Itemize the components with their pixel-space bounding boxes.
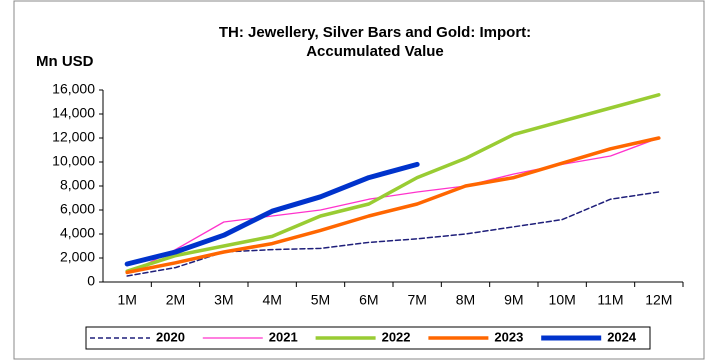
- chart-title: TH: Jewellery, Silver Bars and Gold: Imp…: [219, 24, 531, 41]
- y-axis-label: Mn USD: [36, 53, 94, 70]
- y-tick-label: 0: [87, 273, 95, 289]
- x-tick-label: 12M: [645, 292, 672, 308]
- x-tick-label: 5M: [311, 292, 330, 308]
- y-tick-label: 12,000: [52, 129, 95, 145]
- legend-text: 2020: [156, 329, 185, 344]
- x-tick-label: 11M: [597, 292, 623, 308]
- y-tick-label: 16,000: [52, 81, 95, 97]
- y-tick-label: 8,000: [60, 177, 95, 193]
- series-line: [125, 136, 661, 275]
- y-tick-label: 10,000: [52, 153, 95, 169]
- chart-title: Accumulated Value: [306, 43, 444, 60]
- legend-text: 2022: [382, 329, 411, 344]
- x-tick-label: 8M: [456, 292, 475, 308]
- x-tick-label: 2M: [166, 292, 185, 308]
- legend-text: 2024: [607, 329, 637, 344]
- y-tick-label: 2,000: [60, 249, 95, 265]
- series-line: [124, 161, 420, 267]
- x-tick-label: 4M: [262, 292, 281, 308]
- x-tick-label: 7M: [407, 292, 426, 308]
- y-tick-label: 14,000: [52, 105, 95, 121]
- legend-text: 2023: [494, 329, 523, 344]
- y-tick-label: 6,000: [60, 201, 95, 217]
- y-tick-label: 4,000: [60, 225, 95, 241]
- x-tick-label: 6M: [359, 292, 378, 308]
- series-line: [126, 137, 660, 275]
- x-tick-label: 1M: [117, 292, 136, 308]
- x-tick-label: 10M: [549, 292, 576, 308]
- x-tick-label: 9M: [504, 292, 523, 308]
- x-tick-label: 3M: [214, 292, 233, 308]
- series-line: [125, 93, 661, 273]
- legend-text: 2021: [269, 329, 298, 344]
